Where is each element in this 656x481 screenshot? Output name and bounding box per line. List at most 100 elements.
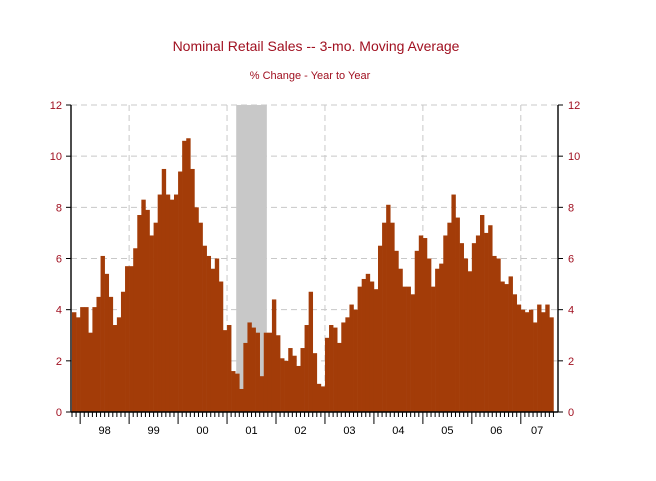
bar bbox=[202, 245, 207, 412]
bar bbox=[300, 348, 305, 412]
y-tick-label-left: 6 bbox=[56, 254, 62, 266]
bar bbox=[190, 168, 195, 412]
bar bbox=[259, 376, 265, 412]
y-tick-label-right: 6 bbox=[568, 254, 574, 266]
bar bbox=[312, 353, 318, 412]
bar bbox=[345, 317, 350, 412]
y-tick-label-left: 10 bbox=[50, 151, 62, 163]
bar bbox=[386, 204, 391, 412]
bar bbox=[206, 255, 212, 412]
bar bbox=[231, 371, 236, 412]
bar bbox=[475, 235, 481, 412]
bar bbox=[524, 312, 530, 412]
bar bbox=[137, 215, 142, 412]
bar bbox=[484, 232, 489, 412]
bar bbox=[471, 243, 477, 412]
bar bbox=[88, 332, 93, 412]
chart-title: Nominal Retail Sales -- 3-mo. Moving Ave… bbox=[173, 38, 460, 54]
chart-subtitle: % Change - Year to Year bbox=[250, 70, 371, 82]
bar bbox=[218, 281, 224, 412]
bar bbox=[227, 325, 232, 412]
bar bbox=[84, 307, 89, 412]
bar bbox=[235, 373, 240, 412]
bar bbox=[214, 258, 220, 412]
bar bbox=[222, 330, 228, 412]
bar bbox=[210, 268, 216, 412]
bar bbox=[406, 286, 411, 412]
bar bbox=[459, 243, 464, 412]
bar bbox=[378, 245, 383, 412]
bar bbox=[463, 258, 469, 412]
bar bbox=[92, 307, 97, 412]
bar bbox=[516, 304, 522, 412]
bar bbox=[394, 250, 399, 412]
bar bbox=[410, 294, 416, 412]
y-tick-label-right: 12 bbox=[568, 100, 580, 112]
x-tick-label: 02 bbox=[294, 425, 306, 437]
bar bbox=[288, 348, 293, 412]
bar bbox=[182, 140, 187, 413]
bar bbox=[153, 222, 158, 412]
bar bbox=[120, 291, 126, 412]
bar bbox=[426, 258, 432, 412]
bar bbox=[129, 266, 134, 412]
bar bbox=[418, 235, 424, 412]
bar bbox=[247, 322, 252, 412]
bar bbox=[357, 286, 362, 412]
bar bbox=[353, 309, 358, 412]
bar bbox=[337, 342, 342, 412]
bar bbox=[361, 278, 367, 412]
x-tick-label: 06 bbox=[490, 425, 502, 437]
bar bbox=[174, 194, 179, 412]
x-tick-label: 03 bbox=[343, 425, 355, 437]
bar bbox=[545, 304, 550, 412]
bar bbox=[198, 222, 203, 412]
bar bbox=[435, 268, 440, 412]
bar bbox=[304, 325, 309, 412]
bar bbox=[263, 332, 269, 412]
bar bbox=[267, 332, 273, 412]
bar bbox=[96, 296, 101, 412]
axes bbox=[66, 104, 563, 424]
x-tick-label: 98 bbox=[99, 425, 111, 437]
bar bbox=[125, 266, 130, 412]
bar bbox=[341, 322, 346, 412]
bar bbox=[537, 304, 542, 412]
bar bbox=[72, 312, 77, 412]
bar bbox=[324, 337, 330, 412]
bar bbox=[141, 199, 146, 412]
bar bbox=[308, 291, 314, 412]
bar bbox=[492, 255, 497, 412]
bar bbox=[186, 138, 191, 412]
bar bbox=[161, 168, 167, 412]
bar bbox=[439, 263, 444, 412]
bar bbox=[443, 235, 448, 412]
bar bbox=[157, 194, 163, 412]
bar bbox=[145, 209, 150, 412]
bar bbox=[316, 383, 322, 412]
y-tick-label-left: 2 bbox=[56, 356, 62, 368]
y-tick-label-right: 0 bbox=[568, 407, 574, 419]
bar bbox=[508, 276, 513, 412]
bar bbox=[133, 248, 138, 412]
bar bbox=[533, 322, 538, 412]
bar bbox=[243, 342, 248, 412]
bars bbox=[72, 138, 554, 413]
y-tick-label-left: 4 bbox=[56, 305, 62, 317]
bar bbox=[488, 225, 493, 412]
bar bbox=[108, 296, 114, 412]
bar bbox=[320, 386, 326, 412]
x-tick-label: 01 bbox=[245, 425, 257, 437]
bar bbox=[251, 327, 256, 412]
bar bbox=[500, 281, 505, 412]
bar bbox=[447, 222, 452, 412]
bar bbox=[333, 327, 338, 412]
bar bbox=[349, 304, 354, 412]
bar bbox=[455, 217, 460, 412]
y-tick-label-right: 4 bbox=[568, 305, 574, 317]
bar bbox=[541, 312, 546, 412]
bar bbox=[284, 360, 289, 412]
bar bbox=[104, 273, 110, 412]
bar bbox=[528, 309, 534, 412]
